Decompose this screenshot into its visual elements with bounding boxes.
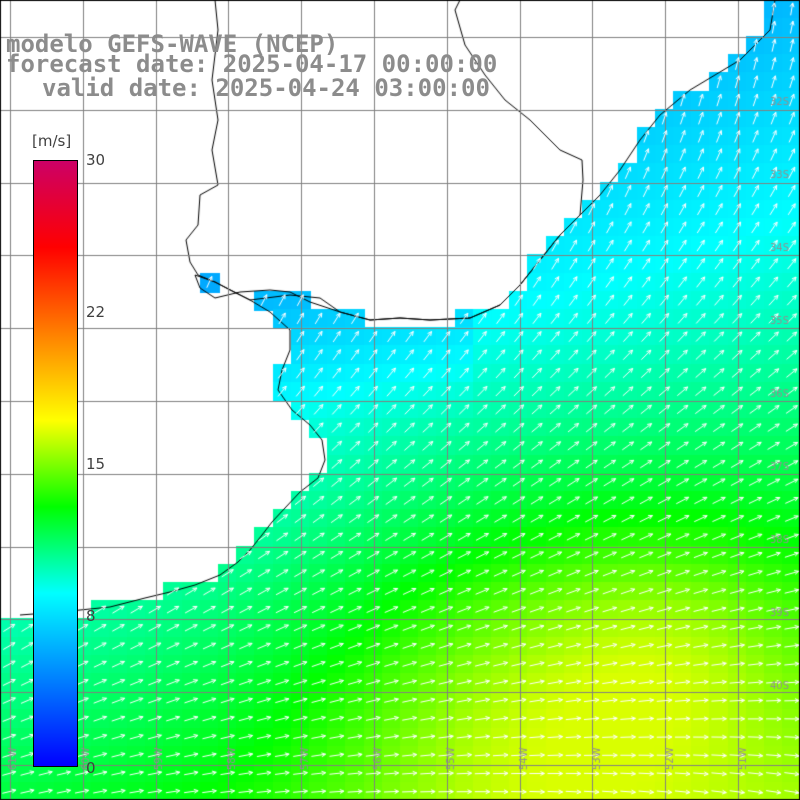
valid-date: valid date: 2025-04-24 03:00:00 (42, 74, 490, 102)
colorbar-tick: 0 (86, 759, 96, 777)
colorbar-tick: 15 (86, 455, 106, 473)
forecast-date: forecast date: 2025-04-17 00:00:00 (6, 50, 498, 78)
colorbar-unit: [m/s] (32, 132, 72, 150)
colorbar-tick: 30 (86, 151, 106, 169)
colorbar-tick: 22 (86, 303, 106, 321)
colorbar (33, 160, 78, 767)
model-title: modelo GEFS-WAVE (NCEP) (6, 30, 339, 58)
colorbar-tick: 8 (86, 607, 96, 625)
